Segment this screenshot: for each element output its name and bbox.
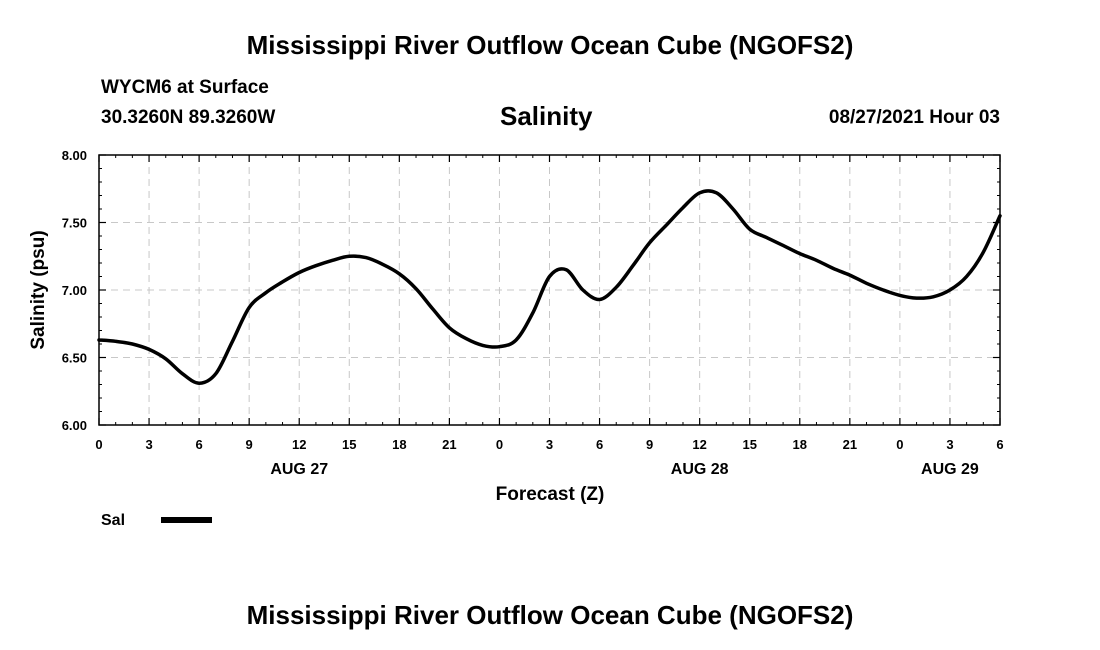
x-tick-label: 0	[496, 437, 503, 452]
x-tick-label: 15	[342, 437, 356, 452]
x-tick-label: 9	[646, 437, 653, 452]
x-tick-label: 0	[95, 437, 102, 452]
x-axis-label: Forecast (Z)	[496, 484, 605, 505]
x-tick-label: 21	[843, 437, 857, 452]
y-axis-label: Salinity (psu)	[28, 230, 49, 349]
y-tick-labels: 6.00 6.50 7.00 7.50 8.00	[62, 148, 87, 433]
date-label: AUG 27	[270, 461, 328, 478]
chart-variable-title: Salinity	[500, 101, 593, 131]
x-tick-label: 6	[596, 437, 603, 452]
y-tick-label: 7.50	[62, 216, 87, 231]
x-tick-label: 9	[246, 437, 253, 452]
series-line-sal	[97, 189, 1002, 385]
x-tick-label: 3	[145, 437, 152, 452]
date-label: AUG 29	[921, 461, 979, 478]
x-tick-label: 6	[195, 437, 202, 452]
station-coordinates: 30.3260N 89.3260W	[101, 107, 276, 128]
x-tick-label: 3	[946, 437, 953, 452]
x-tick-label: 21	[442, 437, 456, 452]
legend-label-sal: Sal	[101, 512, 125, 529]
x-tick-label: 12	[292, 437, 306, 452]
forecast-datetime: 08/27/2021 Hour 03	[828, 107, 1000, 128]
y-tick-label: 8.00	[62, 148, 87, 163]
x-tick-label: 3	[546, 437, 553, 452]
x-tick-labels: 0 3 6 9 12 15 18 21 0 3 6 9 12 15 18 21 0 3 6	[95, 437, 1003, 452]
date-labels: AUG 27 AUG 28 AUG 29	[270, 461, 979, 478]
station-name: WYCM6 at Surface	[101, 77, 269, 98]
y-tick-label: 6.50	[62, 351, 87, 366]
x-tick-label: 6	[996, 437, 1003, 452]
x-tick-label: 0	[896, 437, 903, 452]
chart-grid	[99, 155, 1000, 425]
x-tick-label: 18	[793, 437, 807, 452]
y-tick-label: 6.00	[62, 418, 87, 433]
chart-footer-title: Mississippi River Outflow Ocean Cube (NG…	[246, 600, 854, 630]
y-tick-label: 7.00	[62, 283, 87, 298]
x-tick-label: 12	[692, 437, 706, 452]
date-label: AUG 28	[671, 461, 729, 478]
chart-main-title: Mississippi River Outflow Ocean Cube (NG…	[246, 30, 854, 60]
axis-ticks	[98, 154, 1001, 426]
x-tick-label: 15	[742, 437, 756, 452]
x-tick-label: 18	[392, 437, 406, 452]
